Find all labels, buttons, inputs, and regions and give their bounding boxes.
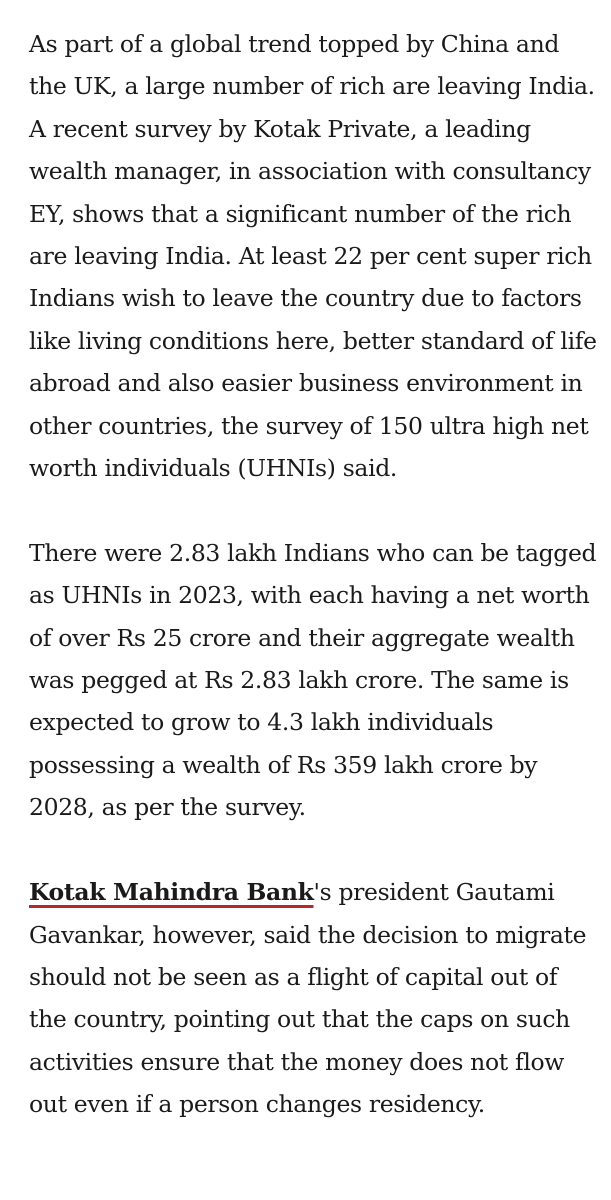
paragraph-kotak-comment: Kotak Mahindra Bank's president Gautami … [29, 871, 597, 1125]
paragraph-survey-intro: As part of a global trend topped by Chin… [29, 30, 597, 483]
paragraph-uhni-stats: There were 2.83 lakh Indians who can be … [29, 538, 597, 822]
article-body: As part of a global trend topped by Chin… [29, 30, 597, 1125]
kotak-mahindra-bank-link[interactable]: Kotak Mahindra Bank [29, 878, 314, 907]
paragraph-kotak-comment-text: 's president Gautami Gavankar, however, … [29, 878, 587, 1119]
